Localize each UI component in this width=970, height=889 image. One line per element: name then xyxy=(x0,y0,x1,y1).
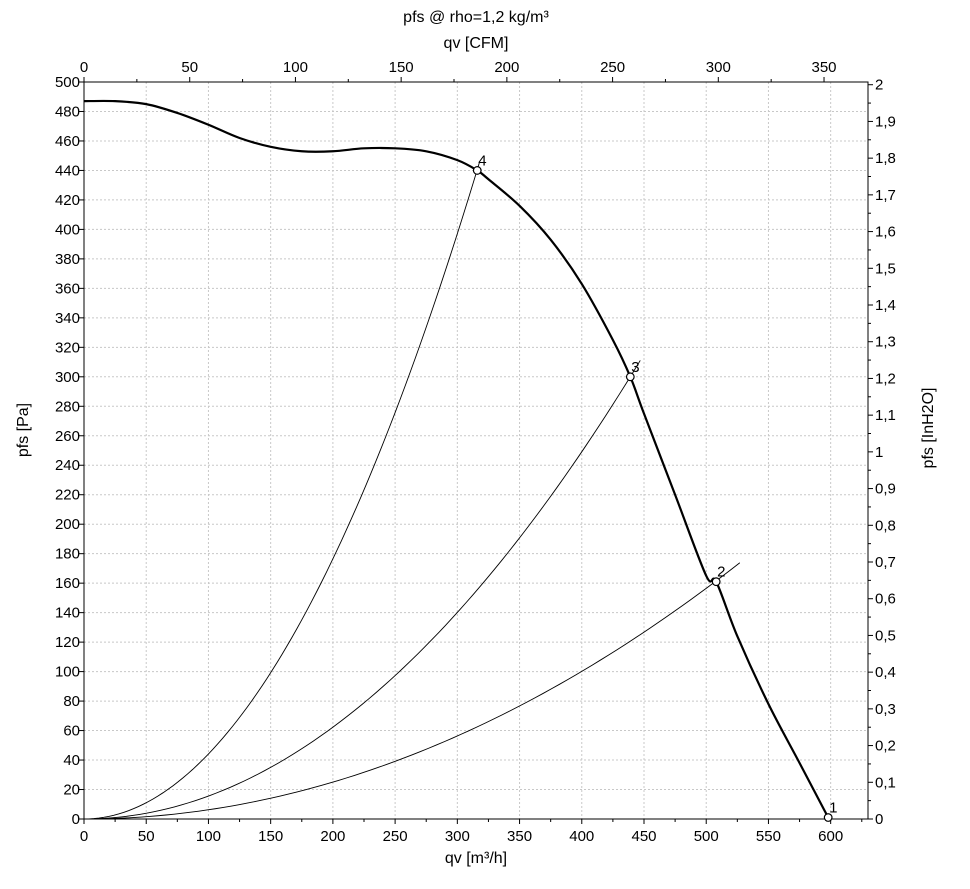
y2-tick-label: 2 xyxy=(875,77,883,94)
y-axis-label: pfs [Pa] xyxy=(15,403,32,457)
x-tick-label: 50 xyxy=(138,828,155,845)
fan-curve xyxy=(83,99,830,819)
y2-tick-label: 1,3 xyxy=(875,334,896,351)
y-tick-label: 60 xyxy=(63,723,80,740)
y2-tick-label: 1 xyxy=(875,444,883,461)
chart-title: pfs @ rho=1,2 kg/m³ xyxy=(403,9,549,26)
y2-tick-label: 1,7 xyxy=(875,187,896,204)
y-tick-label: 240 xyxy=(55,457,80,474)
x2-tick-label: 100 xyxy=(283,59,308,76)
y-tick-label: 220 xyxy=(55,487,80,504)
y2-tick-label: 1,9 xyxy=(875,113,896,130)
y-tick-label: 260 xyxy=(55,428,80,445)
x2-tick-label: 0 xyxy=(80,59,88,76)
operating-point-4 xyxy=(472,166,482,175)
y-tick-label: 0 xyxy=(72,811,80,828)
system-curve-3 xyxy=(83,360,641,820)
x-tick-label: 400 xyxy=(569,828,594,845)
y2-tick-label: 0 xyxy=(875,811,883,828)
y-tick-label: 80 xyxy=(63,693,80,710)
x2-tick-label: 300 xyxy=(706,59,731,76)
y-tick-label: 400 xyxy=(55,221,80,238)
x-tick-label: 450 xyxy=(631,828,656,845)
system-curve-2 xyxy=(83,562,741,820)
curves xyxy=(83,99,830,820)
y-tick-label: 280 xyxy=(55,398,80,415)
y-tick-label: 100 xyxy=(55,664,80,681)
y2-tick-label: 0,6 xyxy=(875,591,896,608)
y-tick-label: 40 xyxy=(63,752,80,769)
operating-point-label-1: 1 xyxy=(829,800,837,817)
operating-points: 1 2 3 4 xyxy=(472,152,838,822)
plot-frame xyxy=(83,81,869,820)
x-tick-label: 350 xyxy=(507,828,532,845)
operating-point-3 xyxy=(625,372,635,382)
y-tick-label: 460 xyxy=(55,133,80,150)
x-tick-label: 300 xyxy=(445,828,470,845)
y-tick-label: 160 xyxy=(55,575,80,592)
y2-tick-label: 1,8 xyxy=(875,150,896,167)
x2-tick-label: 250 xyxy=(600,59,625,76)
y2-tick-label: 1,1 xyxy=(875,407,896,424)
y-tick-label: 340 xyxy=(55,310,80,327)
y-tick-label: 200 xyxy=(55,516,80,533)
x-tick-label: 200 xyxy=(320,828,345,845)
y-tick-label: 120 xyxy=(55,634,80,651)
x-tick-label: 100 xyxy=(196,828,221,845)
y2-tick-label: 1,4 xyxy=(875,297,896,314)
x2-tick-label: 350 xyxy=(812,59,837,76)
x-tick-label: 550 xyxy=(756,828,781,845)
operating-point-label-4: 4 xyxy=(478,152,486,169)
axis-ticks xyxy=(79,77,873,824)
y2-tick-label: 0,3 xyxy=(875,701,896,718)
y-tick-label: 360 xyxy=(55,280,80,297)
y-tick-label: 380 xyxy=(55,251,80,268)
x-tick-label: 250 xyxy=(383,828,408,845)
y2-tick-label: 0,1 xyxy=(875,774,896,791)
y-tick-label: 20 xyxy=(63,782,80,799)
y-tick-label: 320 xyxy=(55,339,80,356)
x2-tick-label: 50 xyxy=(181,59,198,76)
y-tick-label: 140 xyxy=(55,605,80,622)
y-tick-label: 420 xyxy=(55,192,80,209)
operating-point-2 xyxy=(711,577,721,587)
y2-tick-label: 1,6 xyxy=(875,224,896,241)
y-tick-label: 300 xyxy=(55,369,80,386)
y-tick-label: 480 xyxy=(55,103,80,120)
operating-point-label-3: 3 xyxy=(631,359,639,376)
y2-tick-label: 0,8 xyxy=(875,517,896,534)
y2-axis-label: pfs [InH2O] xyxy=(920,388,937,469)
y-tick-label: 500 xyxy=(55,74,80,91)
x-tick-label: 600 xyxy=(818,828,843,845)
tick-labels: 0 50 100 150 200 250 300 350 400 450 500 550 6000204… xyxy=(55,59,896,845)
x-tick-label: 0 xyxy=(80,828,88,845)
x-axis-label: qv [m³/h] xyxy=(445,850,507,867)
operating-point-1 xyxy=(823,813,833,822)
top-axis-label: qv [CFM] xyxy=(444,35,509,52)
y2-tick-label: 1,5 xyxy=(875,260,896,277)
x-tick-label: 500 xyxy=(694,828,719,845)
y2-tick-label: 0,4 xyxy=(875,664,896,681)
y-tick-label: 180 xyxy=(55,546,80,563)
system-curve-4 xyxy=(83,161,481,820)
x2-tick-label: 150 xyxy=(389,59,414,76)
y2-tick-label: 0,2 xyxy=(875,738,896,755)
y-tick-label: 440 xyxy=(55,162,80,179)
operating-point-label-2: 2 xyxy=(717,564,725,581)
x-tick-label: 150 xyxy=(258,828,283,845)
y2-tick-label: 1,2 xyxy=(875,370,896,387)
y2-tick-label: 0,9 xyxy=(875,481,896,498)
grid xyxy=(83,81,868,820)
x2-tick-label: 200 xyxy=(494,59,519,76)
y2-tick-label: 0,5 xyxy=(875,627,896,644)
y2-tick-label: 0,7 xyxy=(875,554,896,571)
